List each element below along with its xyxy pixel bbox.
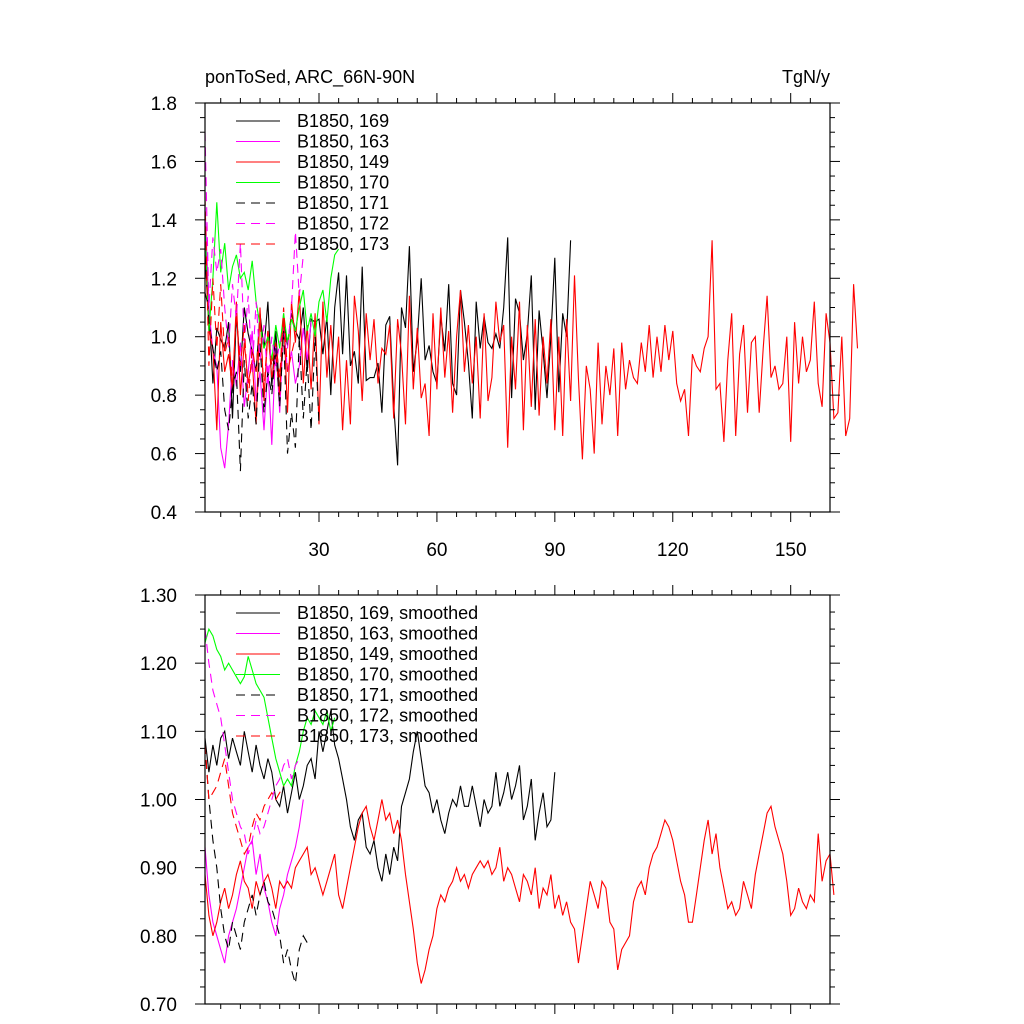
y-tick-label: 1.6 [151, 152, 177, 173]
series-line-4 [204, 202, 340, 361]
legend-label-1: B1850, 169, smoothed [297, 603, 478, 623]
top-panel: ponToSed, ARC_66N-90N TgN/y 0.4 0.6 0.8 1.0… [151, 67, 859, 561]
legend-label-7: B1850, 173, smoothed [297, 726, 478, 746]
y-tick-label: 0.90 [140, 859, 177, 880]
series-line-4 [204, 627, 336, 788]
y-tick-label: 1.4 [151, 211, 178, 232]
series-line-3 [204, 240, 859, 460]
bottom-panel: 0.70 0.80 0.90 1.00 1.10 1.20 1.30 B1850, 169, … [140, 585, 840, 1016]
x-tick-label: 150 [775, 540, 807, 561]
series-line-5 [204, 254, 320, 472]
top-plot-area: 0.4 0.6 0.8 1.0 1.2 1.4 1.6 1.8 30 60 90 120 150 B185… [151, 93, 859, 561]
legend-label-5: B1850, 171 [297, 193, 389, 213]
x-tick-label: 120 [657, 540, 689, 561]
x-tick-label: 30 [308, 540, 329, 561]
legend-label-2: B1850, 163 [297, 132, 389, 152]
top-title-left: ponToSed, ARC_66N-90N [205, 67, 415, 88]
y-tick-label: 1.00 [140, 791, 177, 812]
legend-label-6: B1850, 172, smoothed [297, 706, 478, 726]
series-line-3 [204, 799, 835, 984]
legend-label-7: B1850, 173 [297, 234, 389, 254]
legend-label-3: B1850, 149, smoothed [297, 644, 478, 664]
legend-label-2: B1850, 163, smoothed [297, 624, 478, 644]
legend-label-5: B1850, 171, smoothed [297, 685, 478, 705]
series-line-7 [204, 744, 285, 856]
series-line-5 [204, 744, 308, 984]
y-tick-label: 1.30 [140, 586, 177, 607]
y-tick-label: 1.10 [140, 722, 177, 743]
x-tick-label: 90 [544, 540, 565, 561]
y-tick-label: 1.2 [151, 269, 177, 290]
series-line-1 [204, 237, 572, 466]
y-tick-label: 1.0 [151, 328, 177, 349]
top-title-right: TgN/y [782, 67, 830, 87]
y-tick-label: 0.80 [140, 927, 177, 948]
y-tick-label: 1.8 [151, 94, 177, 115]
x-tick-label: 60 [426, 540, 447, 561]
series-line-2 [204, 799, 304, 964]
y-tick-label: 1.20 [140, 654, 177, 675]
series-line-1 [204, 710, 556, 882]
y-tick-label: 0.8 [151, 386, 177, 407]
y-tick-label: 0.70 [140, 995, 177, 1016]
legend-label-1: B1850, 169 [297, 111, 389, 131]
legend-label-3: B1850, 149 [297, 152, 389, 172]
y-tick-label: 0.4 [151, 503, 178, 524]
legend-label-4: B1850, 170, smoothed [297, 665, 478, 685]
series-line-6 [204, 629, 300, 855]
series-line-7 [204, 196, 296, 402]
legend-label-6: B1850, 172 [297, 214, 389, 234]
y-tick-label: 0.6 [151, 445, 177, 466]
bottom-plot-area: 0.70 0.80 0.90 1.00 1.10 1.20 1.30 B1850, 169, … [140, 585, 840, 1016]
legend-label-4: B1850, 170 [297, 173, 389, 193]
